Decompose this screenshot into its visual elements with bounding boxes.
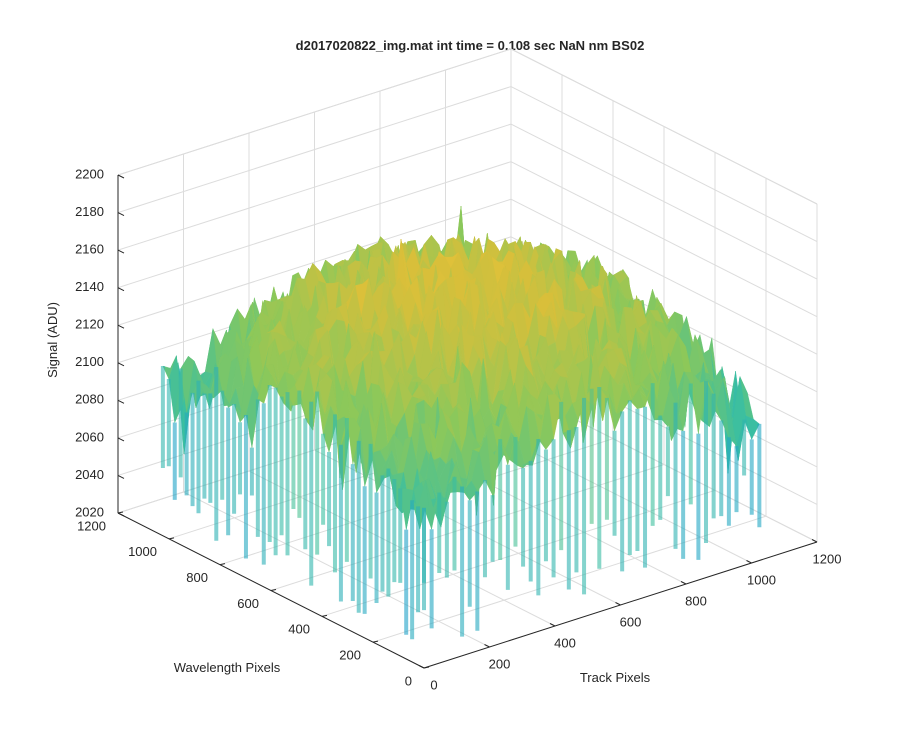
z-tick-label: 2020 — [75, 504, 104, 519]
z-tick — [117, 399, 125, 404]
z-axis-label: Signal (ADU) — [45, 302, 60, 378]
x-tick-label: 0 — [430, 677, 437, 692]
x-tick — [615, 602, 621, 606]
z-tick-label: 2200 — [75, 166, 104, 181]
z-tick-label: 2040 — [75, 467, 104, 482]
x-tick — [811, 539, 818, 543]
surface-plot — [160, 206, 762, 640]
y-tick — [321, 614, 328, 617]
z-tick-label: 2080 — [75, 392, 104, 407]
y-tick-label: 1200 — [77, 518, 106, 533]
x-tick-label: 1200 — [813, 551, 842, 566]
x-tick-label: 1000 — [747, 572, 776, 587]
axes — [117, 174, 818, 669]
x-tick — [484, 644, 490, 648]
y-tick-label: 0 — [405, 673, 412, 688]
surface-patch — [417, 480, 432, 530]
x-tick-label: 800 — [685, 593, 707, 608]
z-tick-label: 2100 — [75, 354, 104, 369]
box-edge — [510, 48, 818, 205]
tick-labels: 0 200 400 600 800 1000 1200 0 200 400 600 800 1000 12… — [75, 166, 841, 692]
z-tick-label: 2160 — [75, 242, 104, 257]
z-tick — [117, 212, 125, 217]
z-tick-label: 2120 — [75, 317, 104, 332]
y-tick-label: 1000 — [128, 544, 157, 559]
y-tick-label: 600 — [237, 596, 259, 611]
y-tick — [372, 640, 379, 643]
z-tick — [117, 249, 125, 254]
z-tick — [117, 362, 125, 367]
z-tick-label: 2180 — [75, 204, 104, 219]
z-tick — [117, 512, 125, 517]
x-tick-label: 600 — [620, 614, 642, 629]
y-tick — [168, 537, 175, 540]
x-tick-label: 200 — [489, 656, 511, 671]
y-tick-label: 200 — [339, 648, 361, 663]
y-tick — [423, 666, 430, 669]
x-tick — [680, 581, 687, 585]
z-tick — [117, 174, 125, 179]
y-axis-label: Wavelength Pixels — [174, 660, 281, 675]
y-tick-label: 400 — [288, 622, 310, 637]
z-tick-label: 2060 — [75, 429, 104, 444]
x-axis-label: Track Pixels — [580, 670, 651, 685]
box-edge — [117, 48, 512, 176]
chart-title: d2017020822_img.mat int time = 0.108 sec… — [296, 38, 645, 53]
y-tick — [219, 563, 226, 566]
y-tick-label: 800 — [186, 570, 208, 585]
z-tick — [117, 324, 125, 329]
y-tick — [270, 589, 277, 591]
x-tick-label: 400 — [554, 635, 576, 650]
x-tick — [418, 665, 425, 669]
y-tick — [117, 511, 124, 514]
x-tick — [746, 560, 752, 564]
z-tick-label: 2140 — [75, 279, 104, 294]
x-tick — [549, 623, 556, 627]
z-tick — [117, 474, 125, 479]
z-tick — [117, 437, 125, 442]
z-tick — [117, 287, 125, 292]
